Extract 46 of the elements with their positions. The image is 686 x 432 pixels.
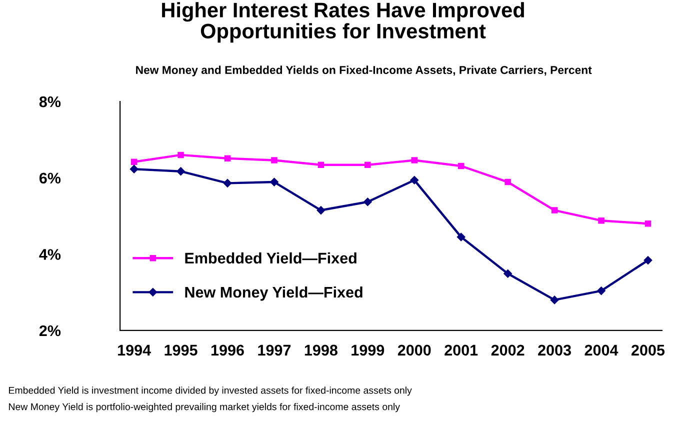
chart-subtitle: New Money and Embedded Yields on Fixed-Income Assets, Private Carriers, Percent <box>136 66 592 76</box>
point <box>504 269 512 278</box>
point <box>644 220 652 227</box>
point <box>130 158 138 165</box>
x-tick-label: 1995 <box>164 344 198 356</box>
point <box>271 157 278 164</box>
point <box>270 178 278 186</box>
point <box>318 162 324 168</box>
x-tick-label: 2004 <box>584 344 618 356</box>
legend-label: New Money Yield—Fixed <box>185 286 362 301</box>
text: New Money Yield is portfolio-weighted prevailing market yields for fixed-income assets only <box>9 403 400 412</box>
point <box>130 164 138 174</box>
x-tick-label: 2003 <box>538 344 571 356</box>
point <box>504 178 511 186</box>
point <box>597 286 606 295</box>
x-tick-label: 2005 <box>632 344 665 356</box>
x-tick-label: 1997 <box>258 344 291 356</box>
point <box>551 207 558 214</box>
point <box>411 157 418 164</box>
point <box>364 162 371 168</box>
point <box>316 206 326 214</box>
point <box>176 167 185 176</box>
x-tick-label: 1998 <box>304 344 338 356</box>
x-tick-label: 1996 <box>211 344 244 356</box>
chart-title: Higher Interest Rates Have Improved Opportunities for Investment <box>162 2 524 43</box>
point <box>223 179 232 188</box>
point <box>224 155 231 162</box>
point <box>178 152 184 158</box>
y-tick-label: 4% <box>39 249 61 260</box>
text: Embedded Yield is investment income divided by invested assets for fixed-income assets only <box>9 386 412 396</box>
y-tick-label: 2% <box>39 325 61 336</box>
point <box>410 176 419 184</box>
point <box>364 198 372 206</box>
point <box>458 162 464 170</box>
point <box>456 232 466 242</box>
x-tick-label: 1994 <box>118 344 151 356</box>
x-tick-label: 2000 <box>398 344 431 356</box>
x-tick-label: 1999 <box>352 344 384 356</box>
point <box>550 296 559 304</box>
x-tick-label: 2001 <box>444 344 478 356</box>
point <box>644 256 652 264</box>
y-tick-label: 8% <box>39 96 61 108</box>
point <box>598 217 604 224</box>
x-tick-label: 2002 <box>491 344 524 356</box>
legend-label: Embedded Yield—Fixed <box>185 252 356 264</box>
y-tick-label: 6% <box>39 172 61 184</box>
